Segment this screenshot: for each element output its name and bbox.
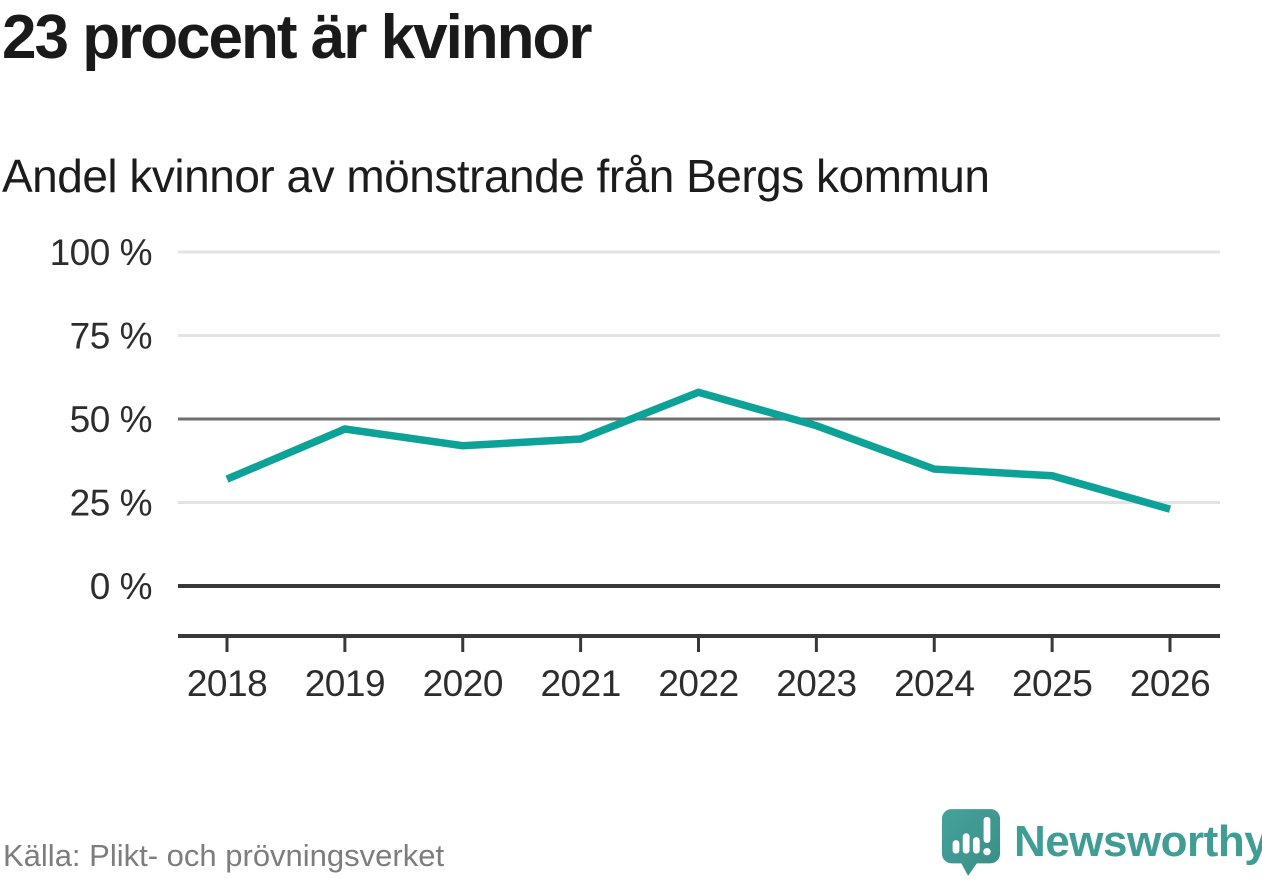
y-tick-label: 75 % xyxy=(70,316,152,357)
y-tick-label: 25 % xyxy=(70,483,152,524)
y-tick-label: 0 % xyxy=(90,566,152,607)
newsworthy-logo-icon xyxy=(941,809,1001,876)
logo-bar-1 xyxy=(952,840,960,854)
data-line-andel-kvinnor xyxy=(225,388,1172,513)
logo-bar-2 xyxy=(962,833,970,854)
source-note: Källa: Plikt- och prövningsverket xyxy=(3,838,445,873)
x-tick-label: 2023 xyxy=(776,663,856,704)
x-tick-label: 2019 xyxy=(305,663,385,704)
x-tick-label: 2021 xyxy=(540,663,620,704)
x-tick-label: 2022 xyxy=(658,663,738,704)
logo-bar-3 xyxy=(972,837,980,854)
page-title: 23 procent är kvinnor xyxy=(2,3,593,72)
y-tick-label: 50 % xyxy=(70,399,152,440)
brand-name: Newsworthy xyxy=(1014,817,1262,866)
x-tick-label: 2020 xyxy=(423,663,503,704)
x-tick-label: 2024 xyxy=(894,663,974,704)
logo-exclamation-bar xyxy=(983,816,991,843)
chart-subtitle: Andel kvinnor av mönstrande från Bergs k… xyxy=(2,150,990,202)
x-tick-label: 2026 xyxy=(1130,663,1210,704)
x-tick-label: 2018 xyxy=(187,663,267,704)
logo-exclamation-dot xyxy=(983,848,991,856)
x-tick-label: 2025 xyxy=(1012,663,1092,704)
newsworthy-logo: Newsworthy xyxy=(940,806,1262,878)
speech-bubble-shape xyxy=(941,809,1001,876)
y-tick-label: 100 % xyxy=(50,232,152,273)
